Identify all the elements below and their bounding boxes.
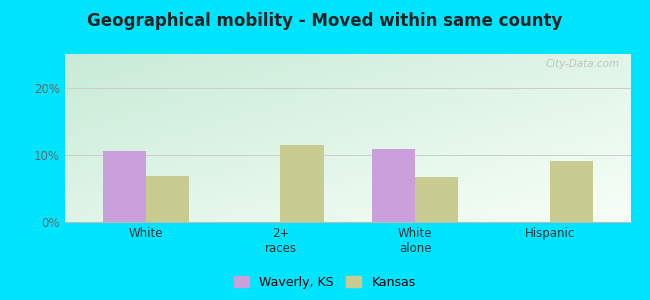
Legend: Waverly, KS, Kansas: Waverly, KS, Kansas: [229, 271, 421, 294]
Bar: [415, 177, 458, 222]
Bar: [103, 152, 146, 222]
Text: City-Data.com: City-Data.com: [545, 59, 619, 69]
Bar: [146, 176, 189, 222]
Text: Geographical mobility - Moved within same county: Geographical mobility - Moved within sam…: [87, 12, 563, 30]
Bar: [372, 149, 415, 222]
Bar: [550, 161, 593, 222]
Bar: [280, 146, 324, 222]
